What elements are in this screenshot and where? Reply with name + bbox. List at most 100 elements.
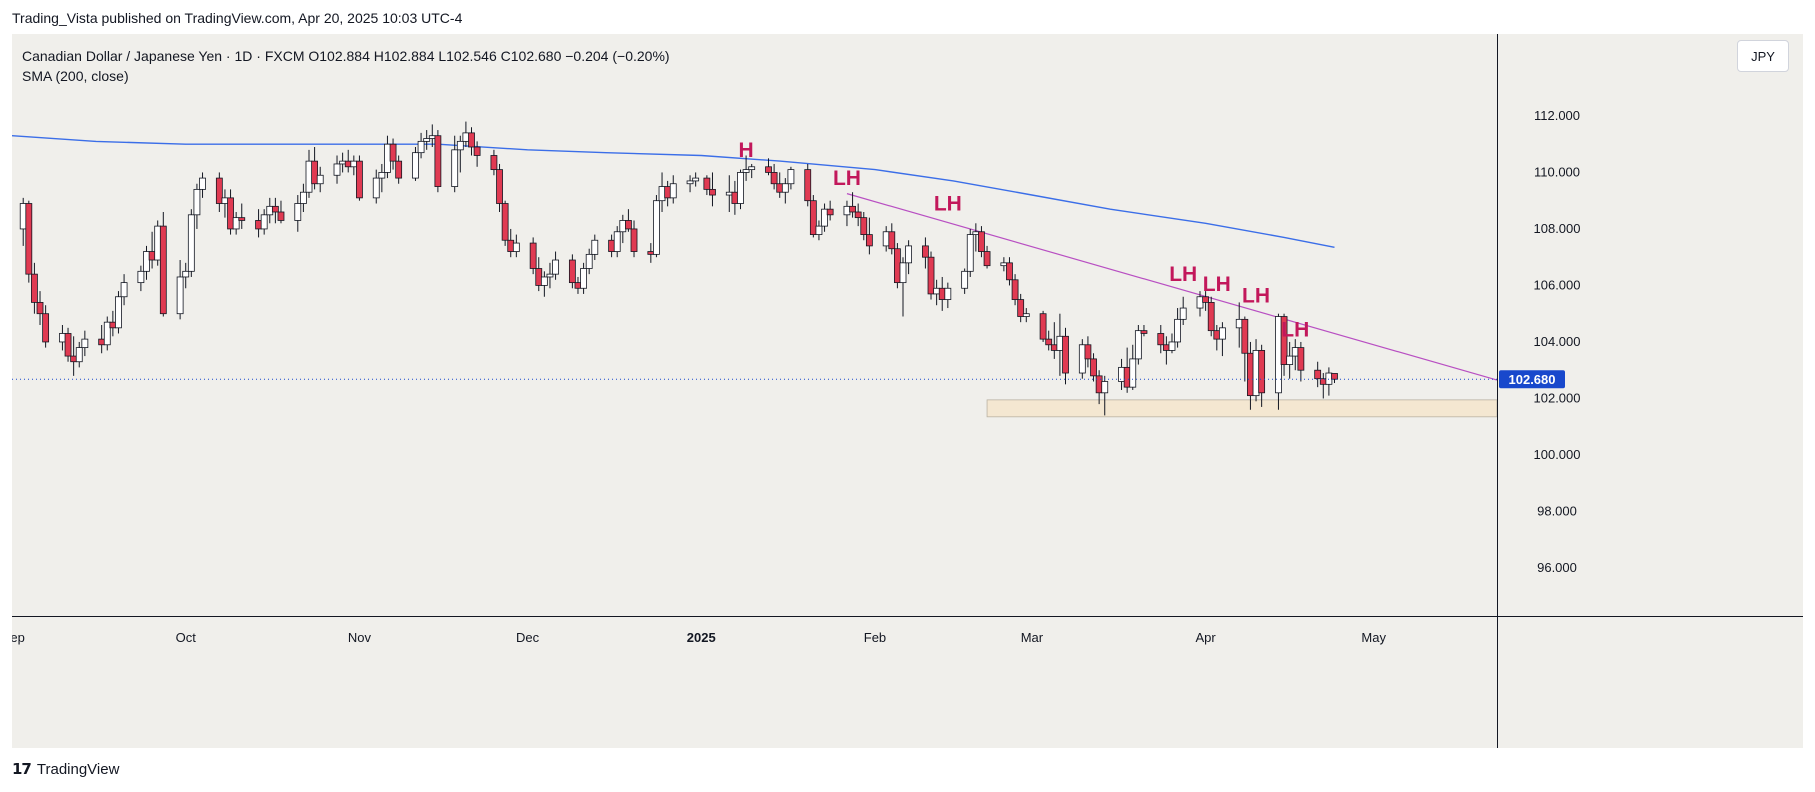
candle-up	[266, 205, 274, 216]
candle-down	[1140, 330, 1148, 334]
publisher-line: Trading_Vista published on TradingView.c…	[12, 10, 463, 26]
pattern-label: LH	[1281, 318, 1309, 341]
candle-up	[19, 203, 27, 230]
sma-indicator-line[interactable]: SMA (200, close)	[22, 68, 129, 84]
candle-up	[540, 276, 548, 286]
candle-up	[552, 259, 559, 275]
tradingview-logo[interactable]: 17 TradingView	[12, 760, 119, 778]
tradingview-brand-text: TradingView	[36, 760, 120, 778]
candle-up	[546, 273, 554, 278]
candle-down	[849, 205, 856, 213]
candle-down	[865, 234, 873, 247]
pattern-label: LH	[934, 193, 962, 216]
candle-down	[1045, 338, 1053, 346]
candlestick-chart[interactable]: H LH LH LH LH LH LH 112.000 110.000 108.000 106.00…	[12, 34, 1803, 748]
candle-up	[1118, 366, 1125, 382]
candle-down	[473, 146, 481, 156]
candle-down	[496, 169, 503, 204]
candle-down	[356, 160, 363, 199]
candle-up	[232, 217, 240, 230]
price-tick-label: 98.000	[1537, 503, 1577, 518]
candle-down	[888, 231, 896, 250]
candle-up	[653, 200, 660, 255]
candle-up	[1325, 372, 1333, 385]
candle-up	[384, 143, 391, 173]
candle-down	[344, 160, 352, 168]
candle-down	[490, 155, 498, 171]
candle-up	[843, 205, 851, 216]
candle-up	[619, 220, 627, 233]
candle-up	[821, 208, 828, 227]
time-tick-label: Feb	[864, 630, 886, 645]
candle-down	[1207, 301, 1215, 332]
candle-down	[826, 208, 834, 216]
price-tick-label: 96.000	[1537, 560, 1577, 575]
pattern-label: LH	[1203, 273, 1231, 296]
candle-down	[1314, 369, 1322, 380]
candle-up	[585, 253, 593, 269]
candle-down	[664, 186, 672, 199]
candle-down	[1247, 352, 1254, 397]
candle-down	[535, 268, 543, 286]
chart-pane[interactable]: H LH LH LH LH LH LH 112.000 110.000 108.000 106.00…	[12, 34, 1803, 748]
currency-unit-button[interactable]: JPY	[1737, 40, 1789, 72]
candle-up	[815, 225, 823, 235]
candle-down	[709, 188, 716, 196]
time-tick-label: Oct	[176, 630, 197, 645]
price-tick-label: 112.000	[1534, 108, 1580, 123]
candle-up	[333, 163, 341, 176]
candle-down	[1213, 330, 1221, 340]
candle-down	[1017, 299, 1025, 317]
tradingview-logo-icon: 17	[12, 760, 32, 778]
candle-up	[182, 270, 190, 278]
candle-down	[809, 200, 817, 235]
candle-up	[1000, 262, 1008, 267]
price-tick-label: 108.000	[1534, 221, 1581, 236]
candle-up	[143, 251, 150, 272]
candle-up	[120, 282, 128, 298]
candle-up	[1219, 327, 1226, 340]
candle-up	[580, 268, 587, 289]
candle-down	[770, 172, 778, 185]
candle-down	[1241, 318, 1249, 354]
candle-up	[456, 140, 464, 151]
candle-up	[199, 177, 206, 190]
candle-down	[804, 169, 812, 202]
candle-up	[1196, 296, 1204, 309]
candle-up	[372, 177, 380, 199]
candle-up	[260, 214, 268, 230]
candle-up	[305, 160, 313, 193]
candle-up	[1286, 355, 1294, 365]
candle-down	[70, 355, 78, 363]
candle-down	[860, 217, 868, 235]
candle-down	[98, 338, 106, 346]
candle-up	[658, 186, 666, 202]
candle-down	[1280, 316, 1288, 365]
candle-up	[1291, 347, 1299, 357]
candle-up	[137, 270, 145, 284]
candle-down	[568, 259, 576, 284]
candle-up	[737, 172, 744, 204]
candle-down	[42, 313, 50, 343]
candle-up	[423, 138, 431, 142]
pattern-label: LH	[833, 167, 861, 190]
candle-up	[613, 231, 621, 252]
symbol-ohlc-line[interactable]: Canadian Dollar / Japanese Yen · 1D · FX…	[22, 48, 670, 64]
candle-down	[255, 220, 262, 230]
candle-down	[395, 160, 403, 179]
time-tick-label: Mar	[1021, 630, 1044, 645]
candle-up	[154, 225, 162, 261]
time-tick-label: Dec	[516, 630, 540, 645]
pattern-label: LH	[1242, 284, 1270, 307]
candle-down	[1202, 296, 1210, 303]
candle-up	[692, 177, 700, 182]
candle-down	[1297, 347, 1305, 371]
candle-up	[686, 180, 694, 185]
candle-up	[1022, 313, 1030, 317]
candle-down	[148, 251, 156, 261]
price-tick-label: 102.000	[1534, 390, 1581, 405]
candle-up	[378, 172, 386, 179]
candle-down	[1319, 378, 1327, 385]
candle-down	[608, 239, 616, 252]
candle-down	[893, 248, 901, 284]
